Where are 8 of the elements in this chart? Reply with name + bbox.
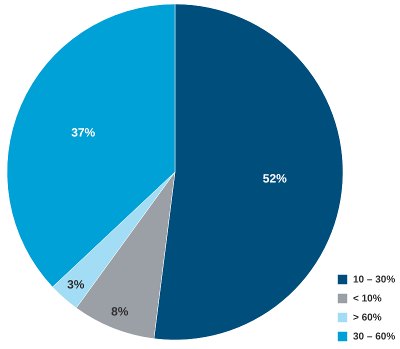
legend-label: > 60% [353,312,382,324]
data-label: 37% [71,125,96,140]
legend-label: 30 – 60% [353,332,396,342]
legend-label: 10 – 30% [353,274,396,286]
data-label: 3% [67,278,85,292]
legend-label: < 10% [353,294,382,304]
data-label: 52% [262,171,288,186]
data-label: 8% [111,304,129,318]
